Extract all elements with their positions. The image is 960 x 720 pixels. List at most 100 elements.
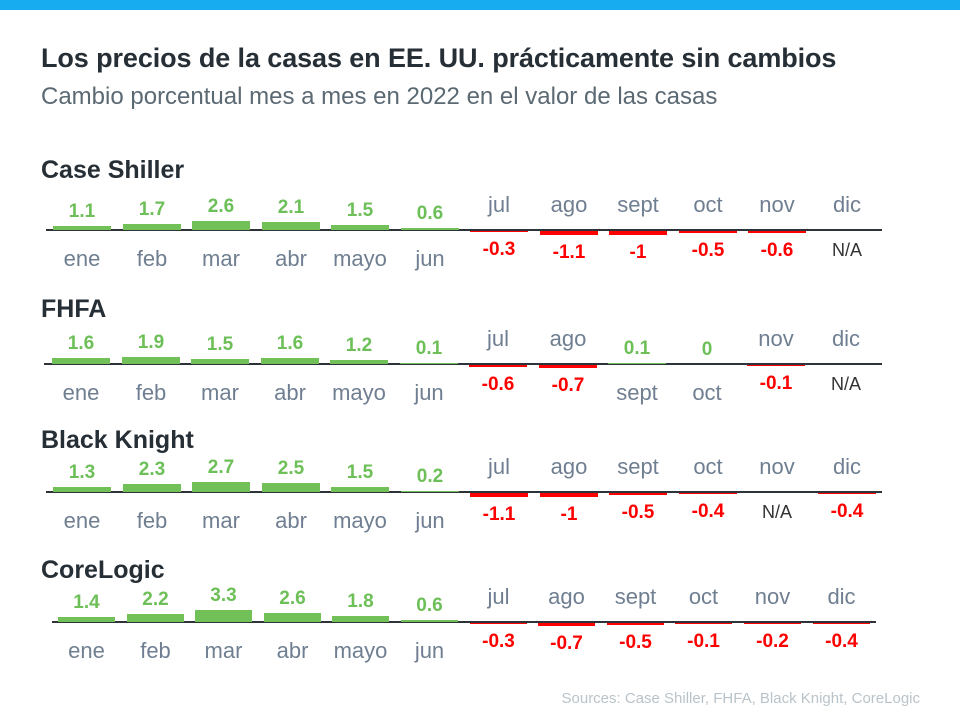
- month-label-abr: abr: [276, 638, 309, 663]
- value-label: 1.5: [346, 200, 374, 221]
- month-label-sept: sept: [616, 380, 658, 405]
- bar-positive-abr: [264, 613, 321, 622]
- value-label: 1.5: [206, 334, 234, 355]
- value-label: 1.1: [68, 201, 96, 222]
- bar-positive-jun: [401, 491, 459, 492]
- month-label-oct: oct: [688, 584, 719, 609]
- value-label: 1.7: [138, 199, 166, 220]
- value-label: -1: [560, 504, 578, 525]
- month-label-jun: jun: [414, 380, 444, 405]
- value-label: 2.6: [207, 196, 235, 217]
- value-label: -0.1: [759, 373, 793, 394]
- bar-positive-ene: [58, 617, 115, 622]
- bar-negative-jul: [470, 623, 527, 624]
- month-label-abr: abr: [275, 246, 307, 271]
- bar-positive-jun: [401, 228, 459, 230]
- value-label: 2.2: [142, 589, 169, 610]
- month-label-jul: jul: [487, 584, 510, 609]
- month-label-ene: ene: [63, 508, 101, 533]
- bar-negative-ago: [539, 365, 597, 368]
- bar-positive-feb: [123, 224, 181, 230]
- month-label-feb: feb: [140, 638, 171, 663]
- top-accent-bar: [0, 0, 960, 10]
- month-label-nov: nov: [754, 584, 791, 609]
- bar-positive-mar: [191, 359, 249, 364]
- value-label: 1.8: [347, 591, 374, 612]
- bar-positive-mar: [192, 221, 250, 230]
- month-label-mayo: mayo: [333, 508, 387, 533]
- value-label: 1.6: [276, 333, 304, 354]
- value-label: 0.6: [416, 595, 443, 616]
- na-label: N/A: [831, 240, 862, 260]
- month-label-ene: ene: [63, 246, 101, 271]
- bar-negative-nov: [744, 623, 801, 624]
- month-label-jul: jul: [487, 454, 510, 479]
- value-label: -0.3: [482, 239, 516, 260]
- value-label: -0.3: [482, 631, 515, 652]
- month-label-dic: dic: [827, 584, 856, 609]
- value-label: -0.4: [825, 631, 858, 652]
- bar-positive-mayo: [332, 616, 389, 622]
- bar-positive-ene: [52, 358, 110, 364]
- axis-line: [46, 229, 882, 231]
- page-subtitle: Cambio porcentual mes a mes en 2022 en e…: [41, 83, 718, 110]
- bar-negative-sept: [609, 493, 667, 495]
- value-label: 0.2: [416, 466, 444, 487]
- month-label-abr: abr: [274, 380, 306, 405]
- bar-positive-jun: [400, 363, 458, 364]
- value-label: 1.9: [137, 332, 165, 353]
- bar-negative-ago: [538, 623, 595, 626]
- month-label-ago: ago: [549, 326, 587, 351]
- bar-negative-nov: [748, 231, 806, 233]
- month-label-mayo: mayo: [333, 246, 387, 271]
- bar-negative-nov: [747, 365, 805, 366]
- month-label-ago: ago: [550, 192, 588, 217]
- bar-positive-mayo: [331, 487, 389, 492]
- bar-negative-oct: [679, 231, 737, 233]
- month-label-mar: mar: [204, 638, 243, 663]
- bar-negative-ago: [540, 231, 598, 235]
- value-label: -0.5: [621, 502, 655, 523]
- bar-positive-mar: [192, 482, 250, 492]
- bar-negative-jul: [469, 365, 527, 367]
- na-label: N/A: [761, 502, 792, 522]
- value-label: -0.2: [756, 631, 789, 652]
- axis-line: [46, 491, 882, 493]
- month-label-jul: jul: [486, 326, 509, 351]
- bar-negative-sept: [607, 623, 664, 625]
- month-label-jul: jul: [487, 192, 510, 217]
- panel-title: FHFA: [41, 295, 107, 323]
- bar-positive-feb: [123, 484, 181, 492]
- value-label: 2.5: [277, 458, 305, 479]
- value-label: 1.3: [68, 462, 96, 483]
- value-label: -0.6: [760, 240, 794, 261]
- bar-positive-sept: [608, 363, 666, 364]
- month-label-oct: oct: [693, 454, 723, 479]
- bar-positive-ene: [53, 226, 111, 230]
- value-label: 3.3: [210, 585, 237, 606]
- value-label: -0.7: [550, 633, 583, 654]
- na-label: N/A: [830, 374, 861, 394]
- bar-negative-sept: [609, 231, 667, 235]
- value-label: -0.1: [687, 631, 720, 652]
- value-label: 1.5: [346, 462, 374, 483]
- month-label-mar: mar: [201, 380, 239, 405]
- bar-positive-feb: [122, 357, 180, 364]
- bar-positive-jun: [401, 620, 458, 622]
- month-label-dic: dic: [831, 326, 861, 351]
- month-label-abr: abr: [275, 508, 307, 533]
- month-label-mayo: mayo: [332, 380, 386, 405]
- value-label: 0.6: [416, 203, 444, 224]
- panel-title: CoreLogic: [41, 556, 165, 584]
- bar-positive-ene: [53, 487, 111, 492]
- bar-positive-mayo: [330, 360, 388, 364]
- month-label-ene: ene: [68, 638, 105, 663]
- bar-negative-jul: [470, 493, 528, 497]
- month-label-oct: oct: [693, 192, 723, 217]
- value-label: 2.7: [207, 457, 235, 478]
- bar-positive-abr: [262, 483, 320, 492]
- month-label-mar: mar: [202, 508, 240, 533]
